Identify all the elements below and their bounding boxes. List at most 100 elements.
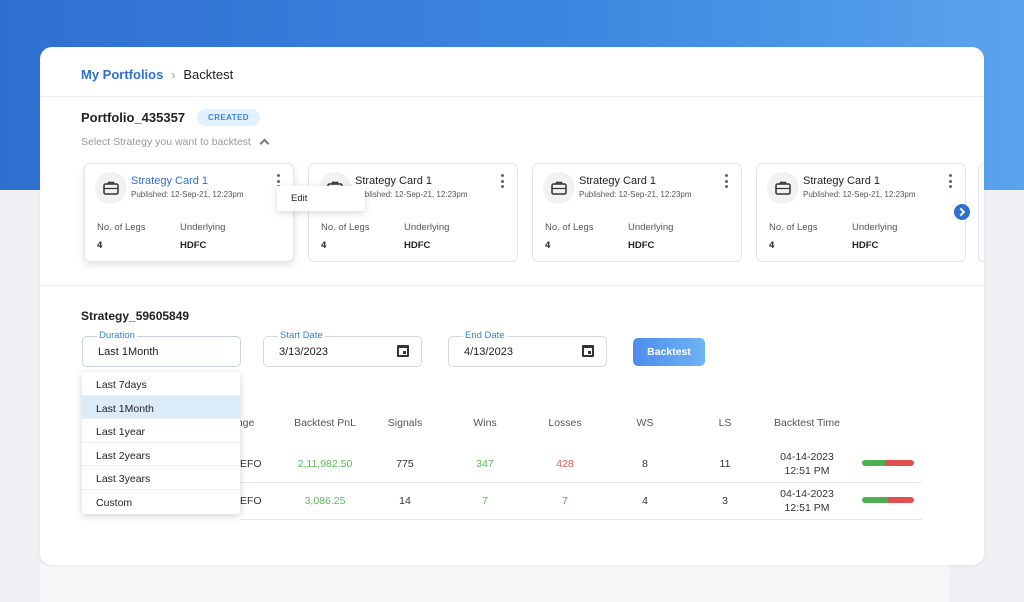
underlying-value: HDFC [628,240,655,251]
start-date-value: 3/13/2023 [279,346,328,358]
duration-dropdown: Last 7days Last 1Month Last 1year Last 2… [82,372,240,514]
status-badge: CREATED [197,109,260,126]
section-divider [40,285,984,286]
underlying-value: HDFC [404,240,431,251]
chevron-up-icon[interactable] [259,138,270,149]
duration-option[interactable]: Last 3years [82,466,240,490]
cell-exchange: EFO [240,495,262,507]
card-published: Published: 12-Sep-21, 12:23pm [355,190,468,199]
underlying-label: Underlying [852,222,898,233]
kebab-menu-icon[interactable] [949,174,953,188]
cell-losses: 428 [556,458,574,470]
portfolio-row: Portfolio_435357 CREATED [81,109,260,126]
cell-exchange: EFO [240,458,262,470]
cell-ws: 4 [642,495,648,507]
breadcrumb-current: Backtest [183,67,234,82]
calendar-icon[interactable] [397,345,409,357]
header-divider [40,96,984,97]
col-ws: WS [636,417,654,429]
duration-option[interactable]: Last 1year [82,419,240,443]
start-date-label: Start Date [278,330,325,341]
card-title[interactable]: Strategy Card 1 [579,175,657,187]
legs-value: 4 [97,240,103,251]
card-title[interactable]: Strategy Card 1 [803,175,881,187]
cell-pnl: 2,11,982.50 [297,458,353,470]
duration-option[interactable]: Last 7days [82,372,240,396]
main-panel: My Portfolios › Backtest Portfolio_43535… [40,47,984,565]
cell-pnl: 3,086.25 [304,495,346,507]
breadcrumb-my-portfolios[interactable]: My Portfolios [81,67,164,82]
strategy-card[interactable]: Strategy Card 1 Published: 12-Sep-21, 12… [308,163,518,262]
cell-losses: 7 [562,495,568,507]
underlying-label: Underlying [180,222,226,233]
strategy-card[interactable]: Strategy Card 1 Published: 12-Sep-21, 12… [84,163,294,262]
briefcase-icon [767,172,799,204]
strategy-card[interactable]: Strategy Card 1 Published: 12-Sep-21, 12… [756,163,966,262]
duration-option[interactable]: Last 2years [82,443,240,466]
strategy-name: Strategy_59605849 [81,309,190,323]
select-hint-text: Select Strategy you want to backtest [81,136,251,148]
underlying-label: Underlying [628,222,674,233]
kebab-menu-icon[interactable] [501,174,505,188]
cell-ls: 11 [719,458,731,470]
end-date-label: End Date [463,330,507,341]
strategy-select-toggle[interactable]: Select Strategy you want to backtest [81,136,270,149]
backtest-button[interactable]: Backtest [633,338,705,366]
cell-time: 12:51 PM [784,465,830,477]
start-date-field[interactable]: Start Date 3/13/2023 [263,330,422,367]
col-wins: Wins [473,417,497,429]
legs-label: No. of Legs [97,222,146,233]
card-published: Published: 12-Sep-21, 12:23pm [579,190,692,199]
cell-signals: 775 [396,458,414,470]
briefcase-icon [95,172,127,204]
win-loss-bar [862,460,914,466]
card-context-menu: Edit [277,186,365,211]
legs-value: 4 [769,240,775,251]
end-date-field[interactable]: End Date 4/13/2023 [448,330,607,367]
card-title[interactable]: Strategy Card 1 [131,175,209,187]
chevron-right-icon: › [171,67,176,82]
breadcrumb: My Portfolios › Backtest [81,67,233,82]
legs-label: No. of Legs [545,222,594,233]
col-signals: Signals [387,417,423,429]
strategy-card-peek [978,163,984,262]
cell-signals: 14 [399,495,411,507]
col-backtest-pnl: Backtest PnL [294,417,356,429]
cell-ws: 8 [642,458,648,470]
calendar-icon[interactable] [582,345,594,357]
cell-time: 12:51 PM [784,502,830,514]
col-ls: LS [718,417,732,429]
chevron-right-icon[interactable] [954,204,970,220]
col-losses: Losses [548,417,582,429]
duration-label: Duration [97,330,137,341]
underlying-value: HDFC [180,240,207,251]
card-title[interactable]: Strategy Card 1 [355,175,433,187]
cell-ls: 3 [722,495,728,507]
portfolio-name: Portfolio_435357 [81,110,186,125]
card-published: Published: 12-Sep-21, 12:23pm [803,190,916,199]
briefcase-icon [543,172,575,204]
duration-select[interactable]: Duration Last 1Month [82,330,241,367]
cell-wins: 7 [482,495,488,507]
edit-menu-item[interactable]: Edit [291,193,308,204]
underlying-label: Underlying [404,222,450,233]
cell-wins: 347 [476,458,494,470]
card-published: Published: 12-Sep-21, 12:23pm [131,190,244,199]
duration-option[interactable]: Last 1Month [82,395,240,419]
panel-footer-shade [40,565,950,602]
duration-option[interactable]: Custom [96,496,133,509]
col-backtest-time: Backtest Time [774,417,840,429]
row-divider [240,482,922,483]
cell-date: 04-14-2023 [780,451,834,463]
strategy-card[interactable]: Strategy Card 1 Published: 12-Sep-21, 12… [532,163,742,262]
kebab-menu-icon[interactable] [725,174,729,188]
end-date-value: 4/13/2023 [464,346,513,358]
legs-label: No. of Legs [321,222,370,233]
legs-label: No. of Legs [769,222,818,233]
duration-value: Last 1Month [98,346,159,358]
legs-value: 4 [321,240,327,251]
legs-value: 4 [545,240,551,251]
underlying-value: HDFC [852,240,879,251]
row-divider [240,519,922,520]
win-loss-bar [862,497,914,503]
